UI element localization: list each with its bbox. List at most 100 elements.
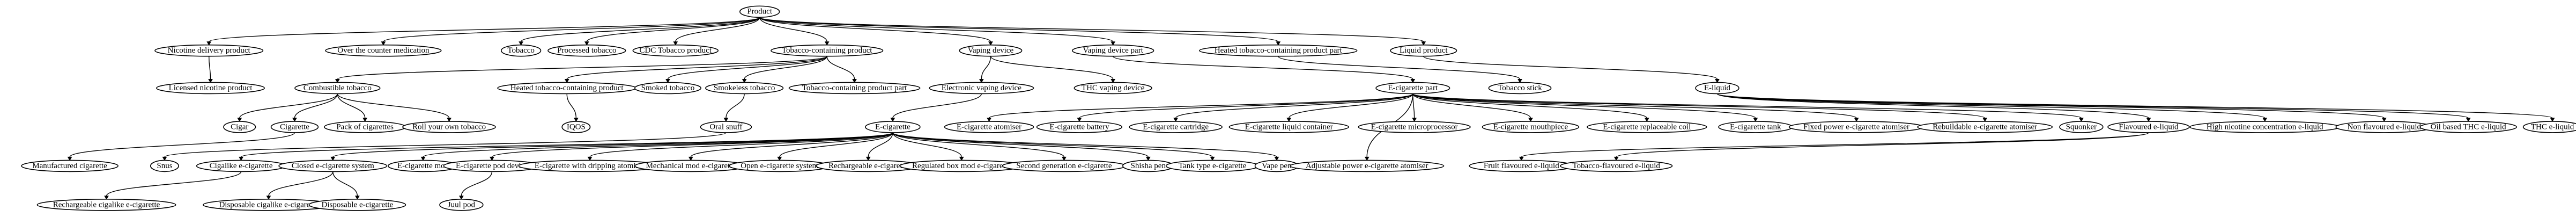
edge-line [589,132,893,158]
edge-line [491,132,893,158]
node-ellipse [1228,121,1349,133]
edge-e-cigarette-to-vape-pen [892,132,1279,161]
node-e-cigarette-cartridge: E-cigarette cartridge [1129,121,1223,133]
edge-line [981,56,991,79]
arrowhead-icon [2146,118,2151,122]
node-adjustable-power-atomiser: Adjustable power e-cigarette atomiser [1290,160,1445,172]
arrowhead-icon [723,118,729,122]
arrowhead-icon [335,78,340,83]
edge-line [106,171,242,197]
edge-e-cigarette-to-second-generation [892,132,1067,161]
node-ellipse [278,160,388,172]
edge-product-to-processed-tobacco [584,17,760,46]
node-ellipse [36,199,176,211]
arrowhead-icon [852,78,857,83]
node-label: E-cigarette part [1388,84,1438,92]
edge-combustible-tobacco-to-pack-of-cigarettes [337,93,368,122]
node-vape-pen: Vape pen [1254,160,1299,172]
arrowhead-icon [292,118,297,122]
arrowhead-icon [519,41,524,46]
node-ellipse [561,121,591,133]
arrowhead-icon [1753,118,1758,122]
node-ellipse [1482,121,1580,133]
edge-line [759,17,827,42]
edge-cigarette-to-manufactured-cigarette [67,132,295,161]
node-label: Adjustable power e-cigarette atomiser [1306,162,1428,170]
node-label: Heated tobacco-containing product part [1215,46,1343,55]
node-label: Cigar [231,122,248,131]
node-label: Smoked tobacco [641,84,695,92]
edge-e-cigarette-to-e-cigarette-dripping-atomiser [587,132,893,161]
edge-line [1716,93,2266,119]
edge-line [990,56,1114,79]
node-squonker: Squonker [2059,121,2104,133]
arrowhead-icon [1077,118,1082,122]
edge-e-cigarette-part-to-e-cigarette-battery [1077,93,1413,122]
arrowhead-icon [420,156,426,161]
node-ellipse [2059,121,2104,133]
node-ellipse [1036,121,1123,133]
arrowhead-icon [208,78,213,83]
arrowhead-icon [1364,156,1370,161]
edge-line [1412,93,2082,119]
node-product: Product [739,5,780,18]
arrowhead-icon [1410,78,1416,83]
arrowhead-icon [1421,41,1426,46]
arrowhead-icon [1412,118,1417,122]
edge-vaping-device-to-thc-vaping-device [990,56,1116,83]
edge-line [208,17,760,42]
arrowhead-icon [988,41,993,46]
node-label: Oral snuff [709,122,742,131]
edge-line [892,132,1277,158]
edge-e-liquid-to-flavoured-e-liquid [1716,93,2151,122]
node-ellipse [270,121,319,133]
node-label: E-liquid [1704,84,1731,92]
edge-line [1175,93,1413,119]
node-tobacco-stick: Tobacco stick [1488,82,1552,95]
node-ellipse [150,160,179,172]
node-fruit-flavoured-e-liquid: Fruit flavoured e-liquid [1469,160,1574,172]
node-cigalike-e-cigarette: Cigalike e-cigarette [196,160,286,172]
edge-line [332,171,358,196]
node-label: Flavoured e-liquid [2119,122,2179,131]
node-label: E-cigarette pod device [456,162,528,170]
edge-smokeless-tobacco-to-oral-snuff [723,93,745,122]
node-smokeless-tobacco: Smokeless tobacco [705,82,784,95]
node-label: Nicotine delivery product [168,46,251,55]
node-ellipse [308,199,406,211]
arrowhead-icon [742,78,747,83]
arrowhead-icon [1210,156,1215,161]
node-label: Combustible tobacco [304,84,372,92]
edge-oral-snuff-to-snus [162,132,727,161]
node-cdc-tobacco-product: CDC Tobacco product [632,44,719,57]
node-tobacco-flavoured-e-liquid: Tobacco-flavoured e-liquid [1560,160,1673,172]
node-vaping-device: Vaping device [959,44,1023,57]
edge-e-cigarette-to-cigalike-e-cigarette [239,132,893,161]
node-label: Over the counter medication [337,46,430,55]
arrowhead-icon [1613,156,1619,161]
edge-tobacco-containing-product-to-smokeless-tobacco [742,56,827,83]
arrowhead-icon [490,156,494,161]
edge-line [744,56,827,79]
edge-line [988,93,1413,119]
node-ellipse [632,44,719,57]
edge-tobacco-containing-product-to-heated-tobacco-containing-product [564,56,827,83]
node-ellipse [1695,82,1739,95]
node-label: E-cigarette liquid container [1245,122,1333,131]
edge-product-to-otc-medication [381,17,760,46]
edge-line [294,93,338,119]
edge-e-cigarette-part-to-rebuildable-atomiser [1412,93,1988,122]
edge-e-cigarette-part-to-e-cigarette-replaceable-coil [1412,93,1649,122]
arrowhead-icon [1145,156,1151,161]
node-mechanical-mod: Mechanical mod e-cigarette [634,160,747,172]
node-label: Roll your own tobacco [412,122,486,131]
node-fixed-power-atomiser: Fixed power e-cigarette atomiser [1788,121,1924,133]
node-iqos: IQOS [561,121,591,133]
edge-line [1079,93,1413,119]
edge-vaping-device-part-to-e-cigarette-part [1112,56,1416,83]
node-non-flavoured-e-liquid: Non flavoured e-liquid [2335,121,2433,133]
edge-heated-tobacco-containing-product-to-iqos [566,93,579,122]
node-label: Pack of cigarettes [336,122,394,131]
edge-e-cigarette-to-rechargeable-e-cigarette [865,132,893,161]
node-ellipse [439,199,484,211]
